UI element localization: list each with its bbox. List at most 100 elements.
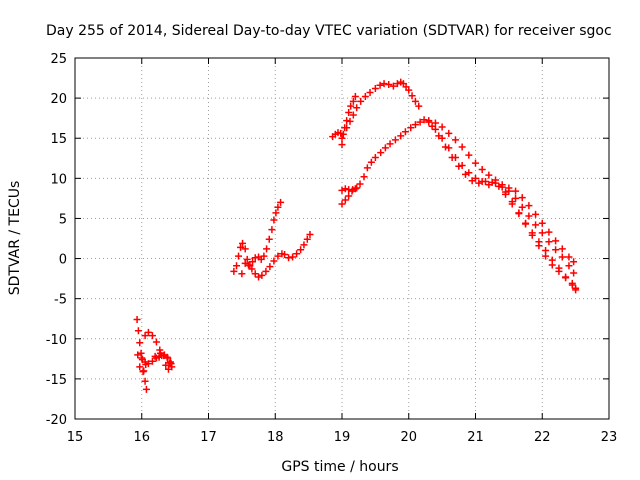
- data-point: [548, 261, 556, 269]
- y-tick-labels: -20 -15 -10 -5 0 5 10 15 20 25: [46, 52, 67, 428]
- data-point: [134, 327, 142, 335]
- data-point: [505, 187, 513, 195]
- data-point: [341, 196, 349, 204]
- data-point: [451, 136, 459, 144]
- x-tick-label: 17: [200, 430, 217, 445]
- data-point: [338, 141, 346, 149]
- data-point: [458, 143, 466, 151]
- data-point: [518, 194, 526, 202]
- series-segment-16h: [133, 316, 176, 393]
- data-point: [343, 124, 351, 132]
- data-point: [552, 237, 560, 245]
- data-point: [270, 216, 278, 224]
- data-point: [289, 253, 297, 261]
- data-point: [508, 198, 516, 206]
- data-point: [532, 221, 540, 229]
- data-point: [525, 202, 533, 210]
- data-point: [281, 251, 289, 259]
- data-point: [245, 261, 253, 269]
- x-tick-labels: 15 16 17 18 19 20 21 22 23: [67, 430, 618, 445]
- data-point: [268, 226, 276, 234]
- data-point: [148, 332, 156, 340]
- data-point: [401, 128, 409, 136]
- data-point: [528, 231, 536, 239]
- data-point: [371, 153, 379, 161]
- data-point: [478, 166, 486, 174]
- x-tick-label: 21: [467, 430, 484, 445]
- data-point: [141, 377, 149, 385]
- series-segment-descent-bottom: [502, 188, 580, 292]
- data-point: [570, 258, 578, 266]
- data-point: [428, 122, 436, 130]
- data-point: [239, 239, 247, 247]
- series-segment-17h-18h: [230, 198, 314, 281]
- data-point: [535, 242, 543, 250]
- data-point: [411, 121, 419, 129]
- data-point: [258, 271, 266, 279]
- data-point: [263, 245, 271, 253]
- data-point: [465, 169, 473, 177]
- data-point: [555, 267, 563, 275]
- data-point: [381, 144, 389, 152]
- data-point: [538, 219, 546, 227]
- data-point: [300, 241, 308, 249]
- data-point: [525, 212, 533, 220]
- data-point: [360, 173, 368, 181]
- data-point: [251, 254, 259, 262]
- data-point: [565, 253, 573, 261]
- data-point: [461, 170, 469, 178]
- data-point: [357, 97, 365, 105]
- data-point: [152, 338, 160, 346]
- data-point: [255, 273, 263, 281]
- data-point: [376, 81, 384, 89]
- data-point: [512, 187, 520, 195]
- data-point: [475, 179, 483, 187]
- data-point: [545, 238, 553, 246]
- data-point: [552, 246, 560, 254]
- data-point: [411, 97, 419, 105]
- data-point: [249, 258, 257, 266]
- data-point: [148, 357, 156, 365]
- data-point: [341, 185, 349, 193]
- data-point: [293, 250, 301, 258]
- data-point: [347, 102, 355, 110]
- data-point: [303, 235, 311, 243]
- data-point: [306, 230, 314, 238]
- y-tick-label: -10: [46, 333, 67, 348]
- data-point: [142, 360, 150, 368]
- axis-ticks: [74, 57, 610, 420]
- data-point: [262, 267, 270, 275]
- data-point: [455, 162, 463, 170]
- data-point: [349, 186, 357, 194]
- data-point: [565, 262, 573, 270]
- data-point: [558, 245, 566, 253]
- data-point: [353, 184, 361, 192]
- data-point: [361, 93, 369, 101]
- data-point: [349, 97, 357, 105]
- y-tick-label: -5: [54, 293, 67, 308]
- x-tick-label: 16: [133, 430, 150, 445]
- data-point: [472, 159, 479, 167]
- data-point: [386, 140, 394, 148]
- data-point: [538, 229, 546, 237]
- data-point: [482, 178, 490, 186]
- x-tick-label: 15: [67, 430, 84, 445]
- data-point: [260, 252, 268, 260]
- data-point: [518, 203, 526, 211]
- data-point: [512, 194, 520, 202]
- data-point: [346, 117, 354, 125]
- data-point: [558, 253, 566, 261]
- series-segment-descent-upper: [425, 117, 578, 266]
- series-segment-descent-middle: [425, 118, 578, 277]
- data-point: [162, 361, 170, 369]
- data-point: [498, 183, 506, 191]
- data-point: [366, 88, 374, 96]
- data-point: [380, 80, 388, 88]
- data-point: [408, 92, 416, 100]
- x-tick-label: 19: [334, 430, 351, 445]
- data-point: [485, 171, 493, 179]
- series-segment-19h-upper-start: [329, 93, 359, 149]
- data-point: [363, 164, 371, 172]
- data-point: [345, 192, 353, 200]
- data-point: [251, 270, 259, 278]
